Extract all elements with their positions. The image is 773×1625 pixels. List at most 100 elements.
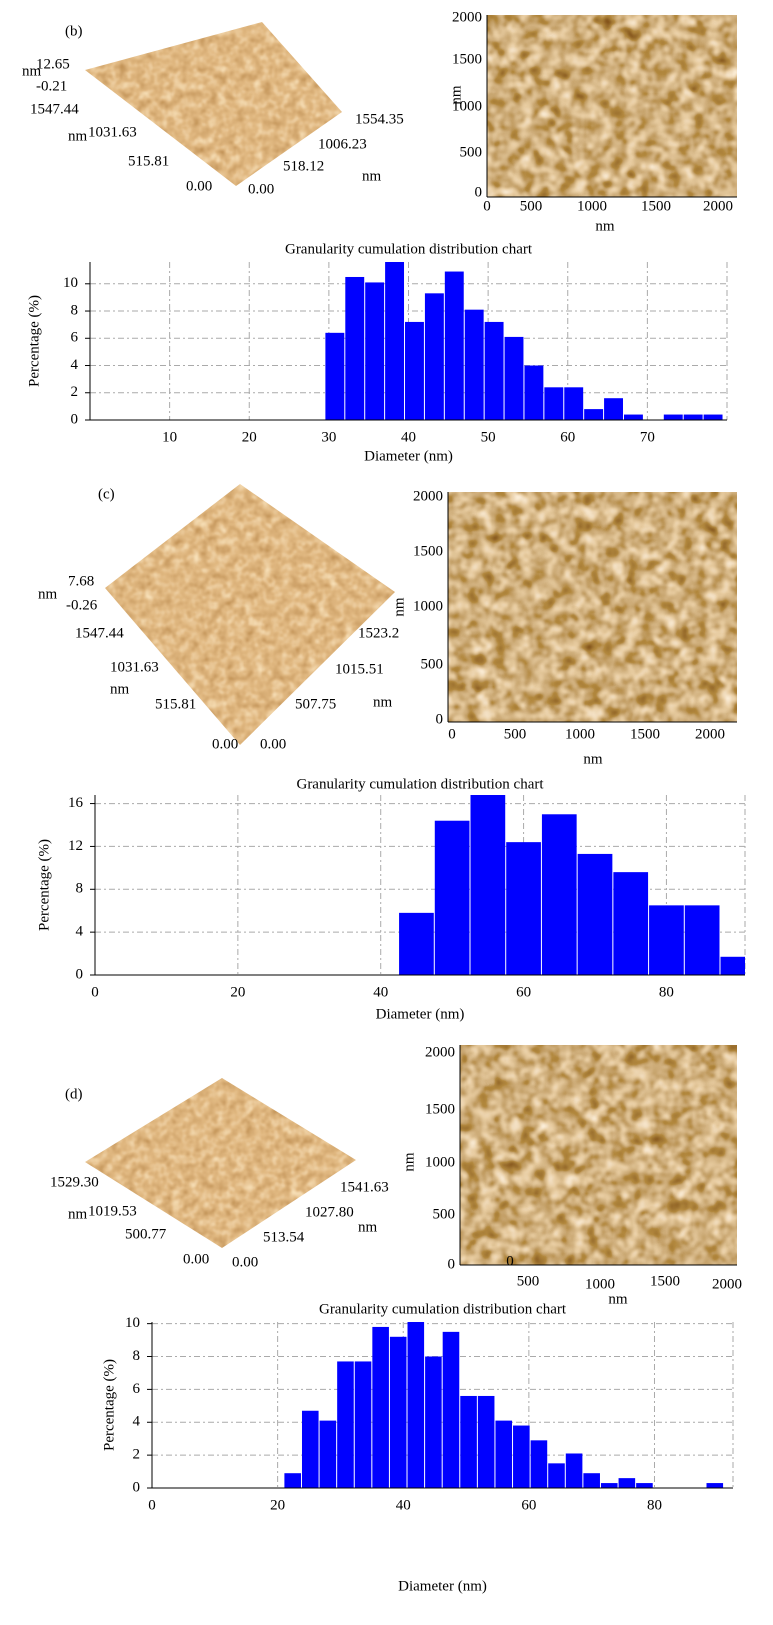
y-tick-label: 4 [71,357,79,373]
surface-axis-label: 12.65 [36,56,70,72]
histogram-bar [584,409,604,420]
map-y-tick-label: 500 [421,656,444,672]
histogram-bar [477,1395,495,1488]
histogram-bar [600,1483,618,1488]
surface-axis-label: 0.00 [183,1251,209,1267]
surface-axis-label: 507.75 [295,696,336,712]
surface-texture [105,484,395,745]
histogram-bar [706,1483,724,1488]
panel-label: (d) [65,1086,83,1102]
bars [284,1322,724,1488]
x-tick-label: 40 [373,984,388,1000]
surface-axis-label: 515.81 [155,696,196,712]
afm-2d-image [448,492,737,722]
histogram-bar [345,276,365,420]
surface-axis-label: nm [68,128,88,144]
histogram-bar [407,1322,425,1488]
surface-axis-label: 1015.51 [335,661,384,677]
y-tick-label: 10 [125,1315,140,1331]
x-tick-label: 70 [640,429,655,445]
map-y-tick-label: 0 [448,1256,456,1272]
histogram-bar [372,1326,389,1488]
bars [325,262,723,420]
panel-label: (b) [65,23,83,39]
surface-axis-label: 1541.63 [340,1179,389,1195]
map-x-tick-label: 1500 [650,1273,680,1289]
histogram-bar [604,398,623,420]
map-x-tick-label: 1000 [565,726,595,742]
panel-label: (c) [98,486,115,502]
afm-2d-image [460,1045,737,1265]
y-axis-label: Percentage (%) [36,839,52,931]
surface-axis-label: 0.00 [248,181,274,197]
x-tick-label: 10 [162,429,177,445]
y-tick-label: 2 [133,1447,141,1463]
y-axis-label: Percentage (%) [101,1359,117,1451]
surface-axis-label: 0.00 [212,736,238,752]
histogram-bar [365,282,385,420]
histogram-bar [506,842,541,975]
map-x-tick-label: 0 [506,1253,514,1269]
histogram-bar [663,414,683,420]
y-tick-label: 10 [63,275,78,291]
histogram-bar [636,1483,653,1488]
histogram-bar [618,1478,636,1488]
x-tick-label: 60 [560,429,575,445]
histogram-bar [425,1356,442,1488]
map-y-tick-label: 0 [436,711,444,727]
surface-axis-label: nm [38,586,58,602]
map-x-tick-label: 1500 [641,198,671,214]
x-tick-label: 50 [481,429,496,445]
histogram-bar [325,332,345,420]
histogram-bar [623,414,643,420]
histogram-bar [424,293,444,420]
surface-axis-label: nm [22,63,42,79]
map-x-tick-label: 1500 [630,726,660,742]
afm-3d-image [85,1078,356,1248]
histogram-bar [442,1331,460,1488]
map-x-tick-label: 2000 [712,1276,742,1292]
map-y-tick-label: 500 [433,1206,456,1222]
histogram-bar [565,1453,583,1488]
map-y-tick-label: 2000 [413,488,443,504]
surface-axis-label: -0.26 [66,597,98,613]
map-y-label: nm [401,1152,417,1172]
surface-axis-label: -0.21 [36,78,67,94]
surface-axis-label: 0.00 [186,178,212,194]
x-tick-label: 20 [230,984,245,1000]
histogram-bar [284,1473,301,1488]
map-y-tick-label: 1000 [452,98,482,114]
surface-axis-label: nm [110,681,130,697]
histogram-bar [544,387,564,420]
map-y-label: nm [391,597,407,617]
map-x-label: nm [608,1291,628,1307]
surface-axis-label: 1529.30 [50,1174,99,1190]
map-y-tick-label: 2000 [425,1044,455,1060]
x-tick-label: 80 [659,984,674,1000]
map-y-tick-label: 0 [475,184,483,200]
map-x-tick-label: 500 [520,198,543,214]
map-y-tick-label: 1000 [425,1154,455,1170]
surface-axis-label: 1019.53 [88,1203,137,1219]
x-tick-label: 30 [321,429,336,445]
map-x-label: nm [595,218,615,234]
map-x-tick-label: 500 [504,726,527,742]
histogram-bar [460,1395,477,1488]
histogram-bar [548,1463,565,1488]
histogram-bar [385,262,405,420]
map-x-tick-label: 1000 [585,1276,615,1292]
surface-axis-label: 7.68 [68,573,94,589]
histogram-bar [319,1420,337,1488]
surface-axis-label: 515.81 [128,153,169,169]
map-x-tick-label: 0 [483,198,491,214]
histogram-bar [513,1425,530,1488]
x-tick-label: 80 [647,1497,662,1513]
map-y-tick-label: 500 [460,144,483,160]
y-tick-label: 0 [133,1479,141,1495]
histogram-bar [583,1473,600,1488]
histogram-bar [649,905,684,975]
histogram-bar [470,795,506,975]
surface-axis-label: nm [358,1219,378,1235]
surface-axis-label: 513.54 [263,1229,305,1245]
